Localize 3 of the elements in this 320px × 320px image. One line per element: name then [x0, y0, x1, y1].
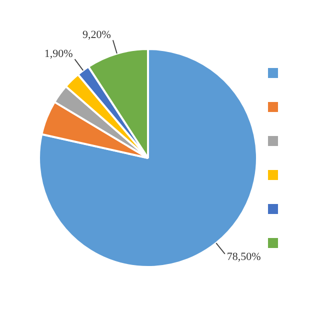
data-label: 78,50%: [226, 250, 261, 263]
data-label: 1,90%: [44, 48, 73, 60]
data-label: 9,20%: [82, 28, 111, 41]
